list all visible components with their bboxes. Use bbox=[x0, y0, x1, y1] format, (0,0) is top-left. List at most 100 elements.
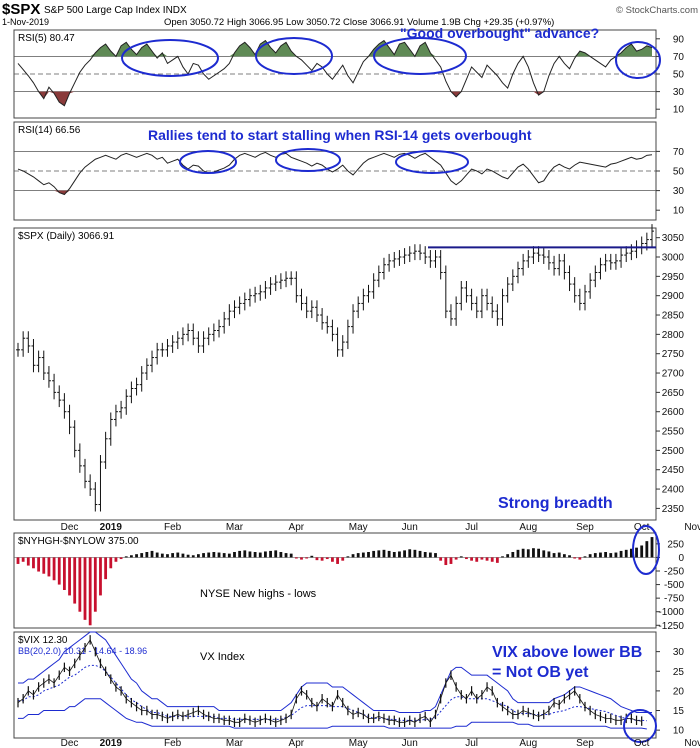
x-label-bottom-2: Feb bbox=[164, 738, 182, 748]
hl-bar-108 bbox=[573, 557, 577, 559]
panel-1: 70 50 30 10 RSI(14) 66.56 Rallies tend to sta… bbox=[13, 121, 685, 221]
tick-label-3-3: -500 bbox=[664, 580, 684, 591]
hl-bar-93 bbox=[495, 557, 499, 563]
hl-bar-44 bbox=[243, 550, 247, 558]
x-label-bottom-10: Oct bbox=[634, 738, 650, 748]
x-label-price-5: May bbox=[349, 522, 368, 533]
hl-bar-60 bbox=[325, 557, 329, 560]
vix-line bbox=[17, 639, 642, 723]
annotation-vx: VX Index bbox=[200, 651, 245, 663]
hl-bar-112 bbox=[593, 553, 597, 558]
hl-bar-46 bbox=[253, 552, 257, 558]
hl-bar-103 bbox=[547, 551, 551, 558]
hl-bar-4 bbox=[37, 557, 41, 572]
hl-bar-76 bbox=[408, 549, 412, 558]
tick-label-0-4: 10 bbox=[673, 105, 685, 116]
hl-bar-68 bbox=[367, 552, 370, 558]
tick-label-0-3: 30 bbox=[673, 87, 685, 98]
hl-bar-91 bbox=[485, 557, 489, 561]
hl-bar-23 bbox=[135, 554, 138, 558]
panel-label-4: $VIX 12.30 bbox=[18, 635, 68, 646]
hl-bar-9 bbox=[62, 557, 66, 590]
panel-2: 3050 3000 2950 2900 2850 2800 2750 2700 2650 2600… bbox=[13, 224, 700, 533]
hl-bar-10 bbox=[68, 557, 71, 596]
tick-label-3-1: 0 bbox=[678, 553, 684, 564]
hl-bar-86 bbox=[459, 556, 463, 558]
hl-bar-82 bbox=[439, 557, 443, 561]
hl-bar-33 bbox=[186, 554, 190, 558]
highlight-ellipse-vix bbox=[623, 709, 657, 743]
hl-bar-90 bbox=[480, 557, 484, 560]
panel-frame-3 bbox=[13, 532, 657, 629]
hl-bar-30 bbox=[171, 553, 175, 558]
hl-bar-67 bbox=[361, 552, 365, 558]
hl-bar-109 bbox=[578, 557, 582, 560]
hl-bar-106 bbox=[562, 554, 566, 558]
hl-bar-15 bbox=[93, 557, 97, 612]
x-label-price-7: Jul bbox=[465, 522, 478, 533]
tick-label-2-12: 2450 bbox=[662, 465, 685, 476]
highlight-ellipse-1-2 bbox=[395, 150, 469, 174]
oversold-fill-0 bbox=[18, 91, 652, 106]
tick-label-2-11: 2500 bbox=[662, 446, 685, 457]
oversold-fill-1 bbox=[18, 190, 652, 195]
hl-bar-26 bbox=[150, 550, 154, 558]
hl-bar-84 bbox=[449, 557, 453, 564]
hl-bar-80 bbox=[428, 552, 432, 558]
hl-bar-40 bbox=[222, 553, 226, 558]
hl-bar-120 bbox=[635, 547, 638, 558]
x-label-price-11: Nov bbox=[684, 522, 700, 533]
tick-label-1-2: 30 bbox=[673, 186, 685, 197]
hl-bar-61 bbox=[331, 557, 334, 562]
x-label-bottom-0: Dec bbox=[61, 738, 79, 748]
x-label-price-1: 2019 bbox=[100, 522, 123, 533]
hl-bar-34 bbox=[191, 555, 195, 558]
hl-bar-53 bbox=[289, 553, 293, 558]
x-label-bottom-5: May bbox=[349, 738, 368, 748]
tick-label-1-1: 50 bbox=[673, 167, 685, 178]
hl-bar-113 bbox=[599, 552, 602, 558]
hl-bar-52 bbox=[284, 553, 288, 558]
hl-bar-95 bbox=[506, 554, 510, 558]
highlight-ellipse-1-0 bbox=[179, 150, 237, 174]
hl-bar-107 bbox=[568, 555, 571, 558]
tick-label-3-0: 250 bbox=[667, 539, 684, 550]
tick-label-2-2: 2950 bbox=[662, 272, 685, 283]
panel-0: 90 70 50 30 10 RSI(5) 80.47 "Good overbought" … bbox=[13, 25, 685, 119]
hl-bar-48 bbox=[264, 551, 267, 558]
hl-bar-102 bbox=[542, 550, 546, 558]
tick-label-3-6: -1250 bbox=[658, 621, 684, 632]
hl-bar-39 bbox=[217, 552, 221, 558]
hl-bar-104 bbox=[552, 553, 556, 558]
panel-label-2: $SPX (Daily) 3066.91 bbox=[18, 231, 115, 242]
hl-bar-45 bbox=[248, 551, 252, 558]
hl-bar-8 bbox=[57, 557, 61, 585]
tick-label-2-9: 2600 bbox=[662, 407, 685, 418]
x-label-price-6: Jun bbox=[402, 522, 418, 533]
panels-group: 90 70 50 30 10 RSI(5) 80.47 "Good overbought" … bbox=[13, 25, 700, 748]
hl-bar-16 bbox=[99, 557, 102, 596]
x-label-bottom-6: Jun bbox=[402, 738, 418, 748]
hl-bar-50 bbox=[274, 550, 278, 558]
hl-bar-29 bbox=[166, 554, 169, 558]
hl-bar-99 bbox=[526, 549, 530, 558]
x-label-bottom-3: Mar bbox=[226, 738, 244, 748]
x-label-price-0: Dec bbox=[61, 522, 79, 533]
hl-bar-14 bbox=[88, 557, 92, 626]
x-label-bottom-4: Apr bbox=[289, 738, 305, 748]
hl-bar-65 bbox=[351, 554, 355, 558]
tick-label-3-4: -750 bbox=[664, 594, 684, 605]
hl-bar-101 bbox=[537, 548, 541, 558]
x-label-price-4: Apr bbox=[289, 522, 305, 533]
highlight-ellipse-1-1 bbox=[275, 148, 341, 172]
hl-bar-66 bbox=[356, 553, 360, 558]
ohlc-readout: Open 3050.72 High 3066.95 Low 3050.72 Cl… bbox=[164, 17, 554, 28]
overbought-fill-0 bbox=[18, 40, 652, 57]
panel-label-0: RSI(5) 80.47 bbox=[18, 33, 75, 44]
panel-3: 250 0 -250 -500 -750 -1000 -1250 $NYHGH-$NYLOW … bbox=[13, 525, 684, 632]
hl-bar-105 bbox=[557, 552, 561, 558]
hl-bar-119 bbox=[629, 548, 633, 558]
hl-bar-24 bbox=[140, 553, 144, 558]
hl-bar-115 bbox=[609, 553, 613, 558]
tick-label-3-5: -1000 bbox=[658, 607, 684, 618]
